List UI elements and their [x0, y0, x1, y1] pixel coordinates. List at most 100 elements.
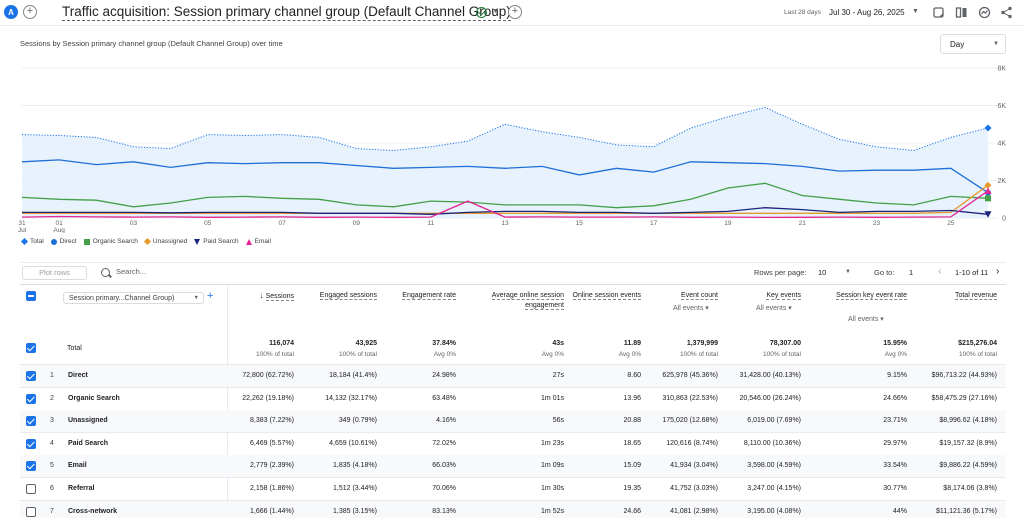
column-header-sessions[interactable]: ↓ Sessions — [234, 291, 294, 302]
sort-arrow-down-icon[interactable]: ↓ — [259, 291, 264, 300]
rows-per-page-select[interactable]: 10 — [818, 268, 827, 277]
page-title[interactable]: Traffic acquisition: Session primary cha… — [62, 4, 511, 21]
row-checkbox[interactable] — [26, 506, 36, 517]
total-subvalue-revenue: 100% of total — [959, 351, 997, 358]
legend-marker-icon — [83, 238, 90, 245]
column-header-engrate[interactable]: Engagement rate — [396, 291, 456, 301]
column-header-label: Average online session engagement — [491, 292, 564, 310]
legend-item-unassigned[interactable]: Unassigned — [143, 237, 187, 246]
rows-chevron-down-icon[interactable]: ▼ — [845, 269, 851, 275]
add-dimension-icon[interactable]: + — [207, 290, 214, 302]
row-channel-name[interactable]: Paid Search — [68, 439, 109, 447]
row-checkbox[interactable] — [26, 416, 36, 427]
add-comparison-button[interactable]: + — [23, 5, 37, 19]
legend-item-direct[interactable]: Direct — [50, 238, 77, 245]
insights-icon[interactable] — [978, 6, 991, 19]
avatar[interactable]: A — [4, 5, 18, 19]
row-checkbox[interactable] — [26, 393, 36, 404]
total-value-events: 1,379,999 — [686, 340, 718, 347]
row-value-keyev: 3,598.00 (4.59%) — [747, 462, 801, 470]
total-value-keyev: 78,307.00 — [769, 340, 801, 347]
row-divider — [20, 432, 1006, 434]
chevron-down-icon[interactable]: ▼ — [492, 8, 499, 15]
column-header-skrate[interactable]: Session key event rate — [817, 291, 907, 301]
row-value-events: 41,752 (3.03%) — [670, 485, 718, 492]
row-value-avgeng: 1m 01s — [541, 394, 564, 402]
row-value-onlineev: 24.66 — [623, 507, 641, 515]
column-header-keyev[interactable]: Key events — [731, 291, 801, 301]
row-value-onlineev: 13.96 — [623, 394, 641, 402]
add-filter-button[interactable]: + — [508, 5, 522, 19]
plot-rows-button[interactable]: Plot rows — [22, 266, 87, 280]
total-value-engrate: 37.84% — [432, 340, 456, 347]
row-value-onlineev: 18.65 — [623, 439, 641, 447]
y-tick-label: 4K — [997, 141, 1006, 148]
total-subvalue-onlineev: Avg 0% — [618, 351, 641, 358]
row-channel-name[interactable]: Cross-network — [68, 507, 118, 515]
dimension-chevron-down-icon: ▼ — [193, 295, 199, 301]
column-header-revenue[interactable]: Total revenue — [917, 291, 997, 301]
legend-label: Total — [30, 238, 44, 245]
row-channel-name[interactable]: Referral — [68, 485, 95, 492]
goto-page-input[interactable]: 1 — [909, 268, 914, 277]
total-subvalue-engrate: Avg 0% — [433, 351, 456, 358]
previous-page-icon[interactable]: ‹ — [938, 266, 942, 277]
legend-item-total[interactable]: Total — [20, 237, 44, 246]
row-checkbox[interactable] — [26, 484, 36, 494]
report-icon[interactable] — [932, 6, 945, 19]
row-channel-name[interactable]: Email — [68, 462, 87, 470]
dimension-column-divider — [227, 285, 228, 518]
row-channel-name[interactable]: Organic Search — [68, 394, 120, 402]
interval-select[interactable]: Day ▼ — [940, 34, 1006, 54]
select-all-checkbox[interactable] — [26, 291, 36, 301]
row-index: 6 — [50, 485, 54, 492]
compare-icon[interactable] — [955, 6, 968, 19]
column-header-events[interactable]: Event count — [648, 291, 718, 301]
x-tick-label: 21 — [799, 220, 807, 227]
row-index: 2 — [50, 394, 54, 402]
row-value-engaged: 349 (0.79%) — [338, 417, 377, 425]
event-filter-select[interactable]: All events ▾ — [756, 305, 792, 312]
dimension-select[interactable]: Session primary...Channel Group) ▼ — [63, 292, 204, 304]
x-tick-label: 11 — [427, 220, 434, 227]
goto-label: Go to: — [874, 268, 895, 277]
column-header-engaged[interactable]: Engaged sessions — [317, 291, 377, 301]
share-icon[interactable] — [1000, 6, 1013, 19]
row-value-events: 41,081 (2.98%) — [670, 507, 718, 515]
total-value-sessions: 116,074 — [269, 340, 294, 347]
row-value-events: 175,020 (12.68%) — [662, 417, 718, 425]
row-channel-name[interactable]: Unassigned — [68, 417, 108, 425]
row-value-sessions: 6,469 (5.57%) — [250, 439, 294, 447]
next-page-icon[interactable]: › — [996, 266, 1000, 277]
total-row-checkbox[interactable] — [26, 343, 36, 353]
row-checkbox[interactable] — [26, 371, 36, 381]
row-value-revenue: $8,174.06 (3.8%) — [943, 485, 997, 492]
row-value-sessions: 2,779 (2.39%) — [250, 462, 294, 470]
event-filter-select[interactable]: All events ▾ — [848, 316, 884, 323]
event-filter-select[interactable]: All events ▾ — [673, 305, 709, 312]
row-checkbox[interactable] — [26, 461, 36, 472]
search-input[interactable] — [116, 267, 416, 276]
column-header-onlineev[interactable]: Online session events — [571, 291, 641, 301]
row-value-engrate: 66.03% — [432, 462, 456, 470]
legend-item-email[interactable]: Email — [245, 238, 271, 245]
legend-item-organic-search[interactable]: Organic Search — [83, 238, 138, 245]
row-checkbox[interactable] — [26, 438, 36, 449]
date-preset-label[interactable]: Last 28 days — [784, 9, 821, 16]
date-range-picker[interactable]: Jul 30 - Aug 26, 2025 — [829, 8, 905, 17]
legend-item-paid-search[interactable]: Paid Search — [194, 238, 239, 245]
x-tick-label: 03 — [130, 220, 138, 227]
date-chevron-down-icon[interactable]: ▼ — [912, 8, 919, 15]
row-value-skrate: 33.54% — [883, 462, 907, 470]
row-divider — [20, 477, 1006, 479]
row-value-keyev: 3,195.00 (4.08%) — [747, 507, 801, 515]
total-value-avgeng: 43s — [552, 340, 564, 347]
row-value-events: 41,934 (3.04%) — [670, 462, 718, 470]
series-area-total — [22, 107, 988, 218]
row-value-revenue: $96,713.22 (44.93%) — [931, 372, 997, 379]
check-circle-icon — [476, 7, 487, 18]
column-header-avgeng[interactable]: Average online session engagement — [464, 291, 564, 311]
row-channel-name[interactable]: Direct — [68, 372, 88, 379]
series-end-marker-paid-search — [984, 211, 992, 218]
